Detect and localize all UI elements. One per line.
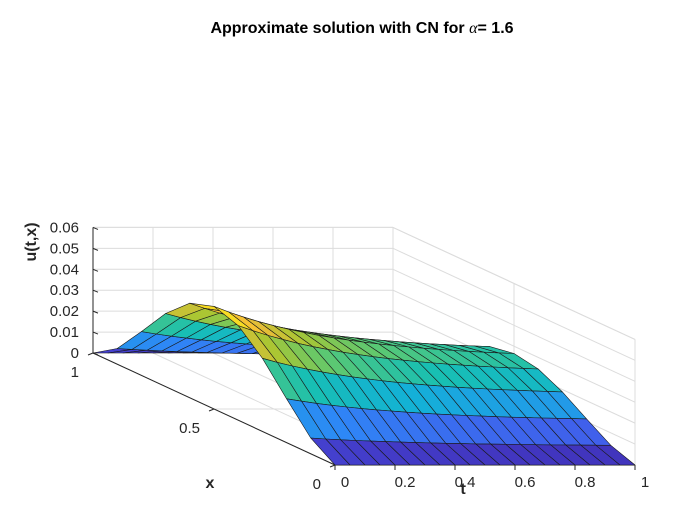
z-tick-mark-0 bbox=[92, 352, 99, 356]
z-tick-mark-6 bbox=[92, 226, 99, 230]
title-value: = 1.6 bbox=[478, 20, 514, 37]
z-tick-label-5: 0.05 bbox=[50, 240, 79, 257]
surface bbox=[92, 302, 636, 466]
t-axis-label: t bbox=[460, 481, 466, 498]
t-tick-label-0: 0 bbox=[341, 474, 349, 491]
z-tick-label-1: 0.01 bbox=[50, 324, 79, 341]
z-tick-mark-2 bbox=[92, 310, 99, 314]
x-tick-mark-1 bbox=[208, 408, 215, 412]
t-tick-label-5: 1 bbox=[641, 474, 649, 491]
z-tick-label-2: 0.02 bbox=[50, 303, 79, 320]
z-tick-mark-4 bbox=[92, 268, 99, 272]
z-axis-label: u(t,x) bbox=[23, 222, 40, 261]
z-tick-label-6: 0.06 bbox=[50, 219, 79, 236]
surface-patch-19-0 bbox=[595, 444, 636, 466]
z-tick-label-0: 0 bbox=[71, 345, 79, 362]
t-tick-label-1: 0.2 bbox=[395, 474, 416, 491]
x-axis-label: x bbox=[206, 475, 215, 492]
x-tick-label-0: 0 bbox=[313, 476, 321, 493]
x-tick-mark-2 bbox=[87, 352, 94, 356]
tick-labels: 0 0.2 0.4 0.6 0.8 1 0 0.5 1 0 0.01 0.02 0.03 0.04 0.05… bbox=[50, 219, 649, 493]
t-tick-label-3: 0.6 bbox=[515, 474, 536, 491]
title-symbol: α bbox=[469, 20, 478, 37]
x-tick-label-1: 0.5 bbox=[179, 420, 200, 437]
z-tick-mark-5 bbox=[92, 247, 99, 251]
x-tick-mark-0 bbox=[329, 464, 336, 468]
t-tick-label-2: 0.4 bbox=[455, 474, 476, 491]
t-tick-label-4: 0.8 bbox=[575, 474, 596, 491]
chart-title: Approximate solution with CN for α= 1.6 bbox=[210, 20, 513, 37]
z-tick-mark-3 bbox=[92, 289, 99, 293]
x-tick-label-2: 1 bbox=[71, 364, 79, 381]
z-tick-mark-1 bbox=[92, 331, 99, 335]
title-text: Approximate solution with CN for bbox=[210, 20, 469, 37]
box-edge-top-side bbox=[392, 226, 636, 340]
z-tick-label-4: 0.04 bbox=[50, 261, 79, 278]
z-tick-label-3: 0.03 bbox=[50, 282, 79, 299]
